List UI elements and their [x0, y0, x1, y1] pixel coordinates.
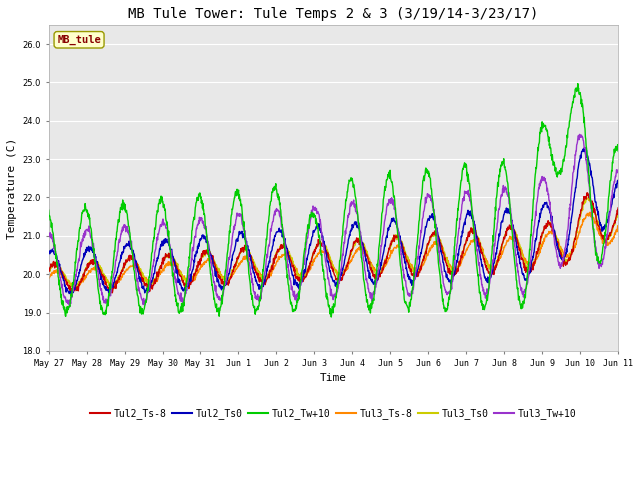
- Legend: Tul2_Ts-8, Tul2_Ts0, Tul2_Tw+10, Tul3_Ts-8, Tul3_Ts0, Tul3_Tw+10: Tul2_Ts-8, Tul2_Ts0, Tul2_Tw+10, Tul3_Ts…: [86, 405, 580, 423]
- Y-axis label: Temperature (C): Temperature (C): [7, 137, 17, 239]
- X-axis label: Time: Time: [320, 373, 347, 383]
- Text: MB_tule: MB_tule: [57, 35, 101, 45]
- Title: MB Tule Tower: Tule Temps 2 & 3 (3/19/14-3/23/17): MB Tule Tower: Tule Temps 2 & 3 (3/19/14…: [128, 7, 538, 21]
